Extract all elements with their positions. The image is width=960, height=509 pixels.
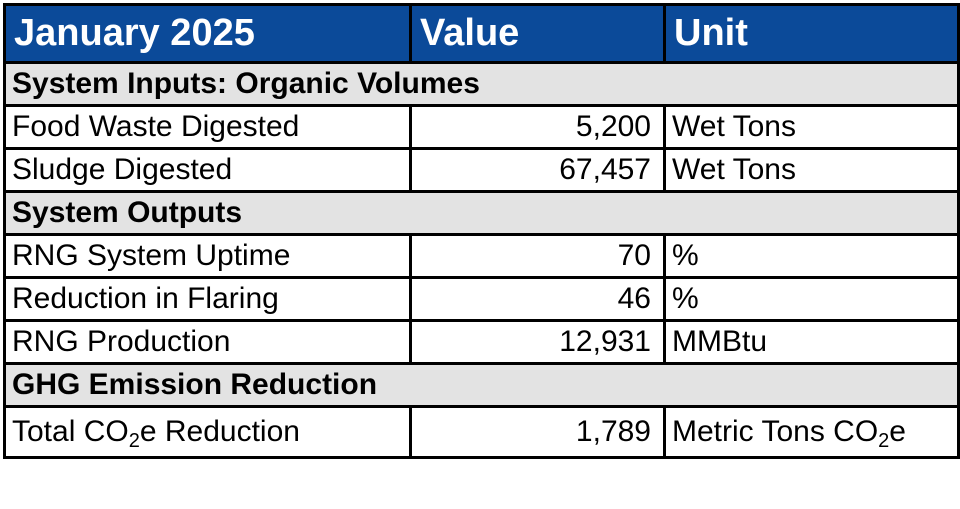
section-row: System Inputs: Organic Volumes: [3, 61, 960, 107]
section-title: System Inputs: Organic Volumes: [3, 61, 960, 107]
section-row: System Outputs: [3, 190, 960, 236]
metric-unit-pre: Metric Tons CO: [672, 415, 879, 448]
header-value: Value: [409, 3, 666, 64]
metric-value: 46: [409, 276, 666, 322]
header-period: January 2025: [3, 3, 412, 64]
metric-value: 12,931: [409, 319, 666, 365]
metric-name: RNG Production: [3, 319, 412, 365]
metric-unit: %: [663, 233, 960, 279]
table-row: Total CO2e Reduction 1,789 Metric Tons C…: [3, 405, 960, 459]
report-table: January 2025 Value Unit System Inputs: O…: [3, 3, 960, 459]
metric-name: Reduction in Flaring: [3, 276, 412, 322]
table-row: Sludge Digested 67,457 Wet Tons: [3, 147, 960, 193]
metric-unit: %: [663, 276, 960, 322]
metric-name: Food Waste Digested: [3, 104, 412, 150]
metric-unit-post: e: [889, 415, 906, 448]
metric-unit-sub: 2: [878, 430, 890, 452]
metric-name-pre: Total CO: [12, 415, 129, 448]
metric-name: Sludge Digested: [3, 147, 412, 193]
header-unit: Unit: [663, 3, 960, 64]
metric-value: 1,789: [409, 405, 666, 459]
metric-unit: Wet Tons: [663, 147, 960, 193]
header-row: January 2025 Value Unit: [3, 3, 960, 64]
metric-value: 5,200: [409, 104, 666, 150]
metric-unit: Wet Tons: [663, 104, 960, 150]
metric-name-post: e Reduction: [139, 415, 300, 448]
metric-value: 67,457: [409, 147, 666, 193]
section-row: GHG Emission Reduction: [3, 362, 960, 408]
metric-unit: MMBtu: [663, 319, 960, 365]
metric-name-sub: 2: [128, 430, 140, 452]
metric-name: RNG System Uptime: [3, 233, 412, 279]
table-row: Food Waste Digested 5,200 Wet Tons: [3, 104, 960, 150]
metric-unit: Metric Tons CO2e: [663, 405, 960, 459]
metric-name: Total CO2e Reduction: [3, 405, 412, 459]
metric-value: 70: [409, 233, 666, 279]
table-row: Reduction in Flaring 46 %: [3, 276, 960, 322]
section-title: System Outputs: [3, 190, 960, 236]
section-title: GHG Emission Reduction: [3, 362, 960, 408]
table-row: RNG System Uptime 70 %: [3, 233, 960, 279]
table-row: RNG Production 12,931 MMBtu: [3, 319, 960, 365]
